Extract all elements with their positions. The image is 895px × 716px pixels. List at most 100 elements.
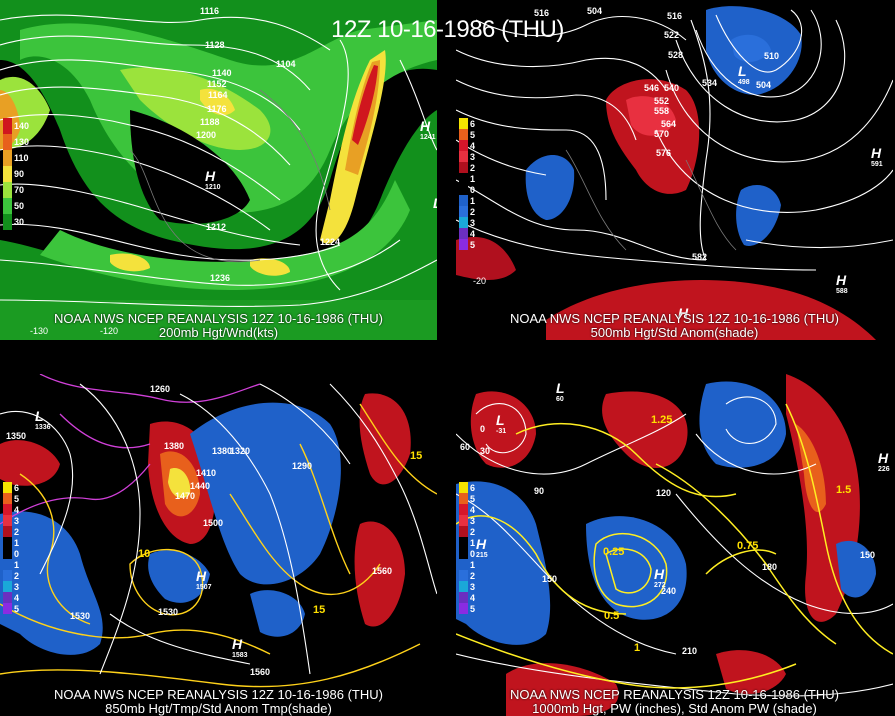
low-pressure-marker: L 1336 <box>35 408 51 431</box>
legend-swatch: 6 <box>459 118 485 129</box>
legend-swatch: 3 <box>459 515 485 526</box>
panel-field-caption: 500mb Hgt/Std Anom(shade) <box>590 325 759 340</box>
contour-label: 1320 <box>230 446 251 456</box>
contour-label: 546 <box>644 83 660 93</box>
legend-swatch: 110 <box>3 150 29 166</box>
contour-label: 1470 <box>175 491 196 501</box>
temperature-label: 15 <box>410 450 423 462</box>
temperature-label: 15 <box>313 604 326 616</box>
legend-swatch: 4 <box>459 228 485 239</box>
legend-swatch: 70 <box>3 182 29 198</box>
contour-label: 1440 <box>190 481 211 491</box>
legend-swatch: 3 <box>3 581 29 592</box>
contour-label: 504 <box>756 80 772 90</box>
high-pressure-marker: H 1507 <box>196 568 212 591</box>
legend-swatch: 3 <box>459 217 485 228</box>
low-pressure-marker: L -31 <box>496 412 507 435</box>
pw-anomaly-map <box>456 374 893 716</box>
high-pressure-marker: H <box>678 305 689 321</box>
contour-label: 180 <box>762 562 778 572</box>
contour-label: 30 <box>480 446 491 456</box>
legend-swatch: 2 <box>459 526 485 537</box>
panel-source-caption: NOAA NWS NCEP REANALYSIS 12Z 10-16-1986 … <box>510 687 839 702</box>
legend-swatch: 5 <box>3 493 29 504</box>
contour-label: 1410 <box>196 468 217 478</box>
legend-swatch: 0 <box>459 184 485 195</box>
legend-swatch: 130 <box>3 134 29 150</box>
pw-label: 1.5 <box>836 484 852 496</box>
legend-swatch: 5 <box>459 239 485 250</box>
legend-swatch: 2 <box>459 570 485 581</box>
contour-label: 1500 <box>203 518 224 528</box>
legend-swatch: 4 <box>459 504 485 515</box>
contour-label: 1152 <box>207 79 227 89</box>
contour-label: 1128 <box>205 40 225 50</box>
temperature-label: 10 <box>138 548 151 560</box>
contour-label: 1200 <box>196 130 217 140</box>
contour-label: 516 <box>534 8 550 18</box>
contour-label: 558 <box>654 106 670 116</box>
contour-label: 1176 <box>207 104 227 114</box>
legend-swatch: 3 <box>459 151 485 162</box>
pw-label: 1 <box>634 642 641 654</box>
legend-swatch: 1 <box>459 195 485 206</box>
contour-label: 1116 <box>200 6 220 16</box>
legend-swatch: 5 <box>3 603 29 614</box>
panel-200mb: 140 130 110 90 70 50 30 1116 1128 1104 1… <box>0 0 437 340</box>
contour-label: 1188 <box>200 117 220 127</box>
contour-label: 60 <box>460 442 471 452</box>
panel-field-caption: 200mb Hgt/Wnd(kts) <box>158 325 279 340</box>
legend-swatch: 3 <box>459 581 485 592</box>
high-pressure-marker: H 1210 <box>205 168 221 191</box>
wind-speed-legend: 140 130 110 90 70 50 30 <box>3 118 29 230</box>
legend-swatch: 6 <box>3 482 29 493</box>
temperature-anomaly-map <box>0 374 437 716</box>
contour-label: 150 <box>860 550 876 560</box>
high-pressure-marker: H 588 <box>836 272 848 295</box>
legend-swatch: 6 <box>459 482 485 493</box>
legend-swatch: 140 <box>3 118 29 134</box>
contour-label: 240 <box>661 586 677 596</box>
contour-label: 1290 <box>292 461 313 471</box>
contour-label: 0 <box>480 424 486 434</box>
lon-tick: -20 <box>473 276 487 286</box>
high-pressure-marker: H 591 <box>871 145 883 168</box>
low-pressure-marker: L 498 <box>738 63 750 86</box>
contour-label: 1530 <box>158 607 179 617</box>
contour-label: 1260 <box>150 384 171 394</box>
high-pressure-marker: H 272 <box>654 566 666 589</box>
legend-swatch: 2 <box>459 162 485 173</box>
contour-label: 570 <box>654 129 670 139</box>
panel-field-caption: 1000mb Hgt, PW (inches), Std Anom PW (sh… <box>532 701 817 716</box>
legend-swatch: 3 <box>3 515 29 526</box>
low-pressure-marker: L <box>433 195 437 211</box>
contour-label: 1560 <box>250 667 271 677</box>
legend-swatch: 50 <box>3 198 29 214</box>
contour-label: 1140 <box>212 68 232 78</box>
high-pressure-marker: H 1583 <box>232 636 248 659</box>
contour-label: 528 <box>668 50 684 60</box>
legend-swatch: 2 <box>3 570 29 581</box>
high-pressure-marker: H 226 <box>878 450 890 473</box>
pw-label: 0.5 <box>604 610 620 622</box>
legend-swatch: 4 <box>3 504 29 515</box>
high-pressure-marker: H 1241 <box>420 118 436 141</box>
panel-source-caption: NOAA NWS NCEP REANALYSIS 12Z 10-16-1986 … <box>54 687 383 702</box>
contour-label: 540 <box>664 83 680 93</box>
legend-swatch: 30 <box>3 214 29 230</box>
contour-label: 504 <box>587 6 603 16</box>
contour-label: 516 <box>667 11 683 21</box>
pw-label: 0.75 <box>737 540 759 552</box>
legend-swatch: 1 <box>459 559 485 570</box>
legend-swatch: 90 <box>3 166 29 182</box>
anomaly-shading-map <box>456 0 893 340</box>
lon-tick: -120 <box>100 326 119 336</box>
legend-swatch: 4 <box>459 592 485 603</box>
legend-swatch: 1 <box>3 559 29 570</box>
contour-label: 534 <box>702 78 718 88</box>
contour-label: 1350 <box>6 431 27 441</box>
legend-swatch: 4 <box>459 140 485 151</box>
high-pressure-marker: H 215 <box>476 536 488 559</box>
